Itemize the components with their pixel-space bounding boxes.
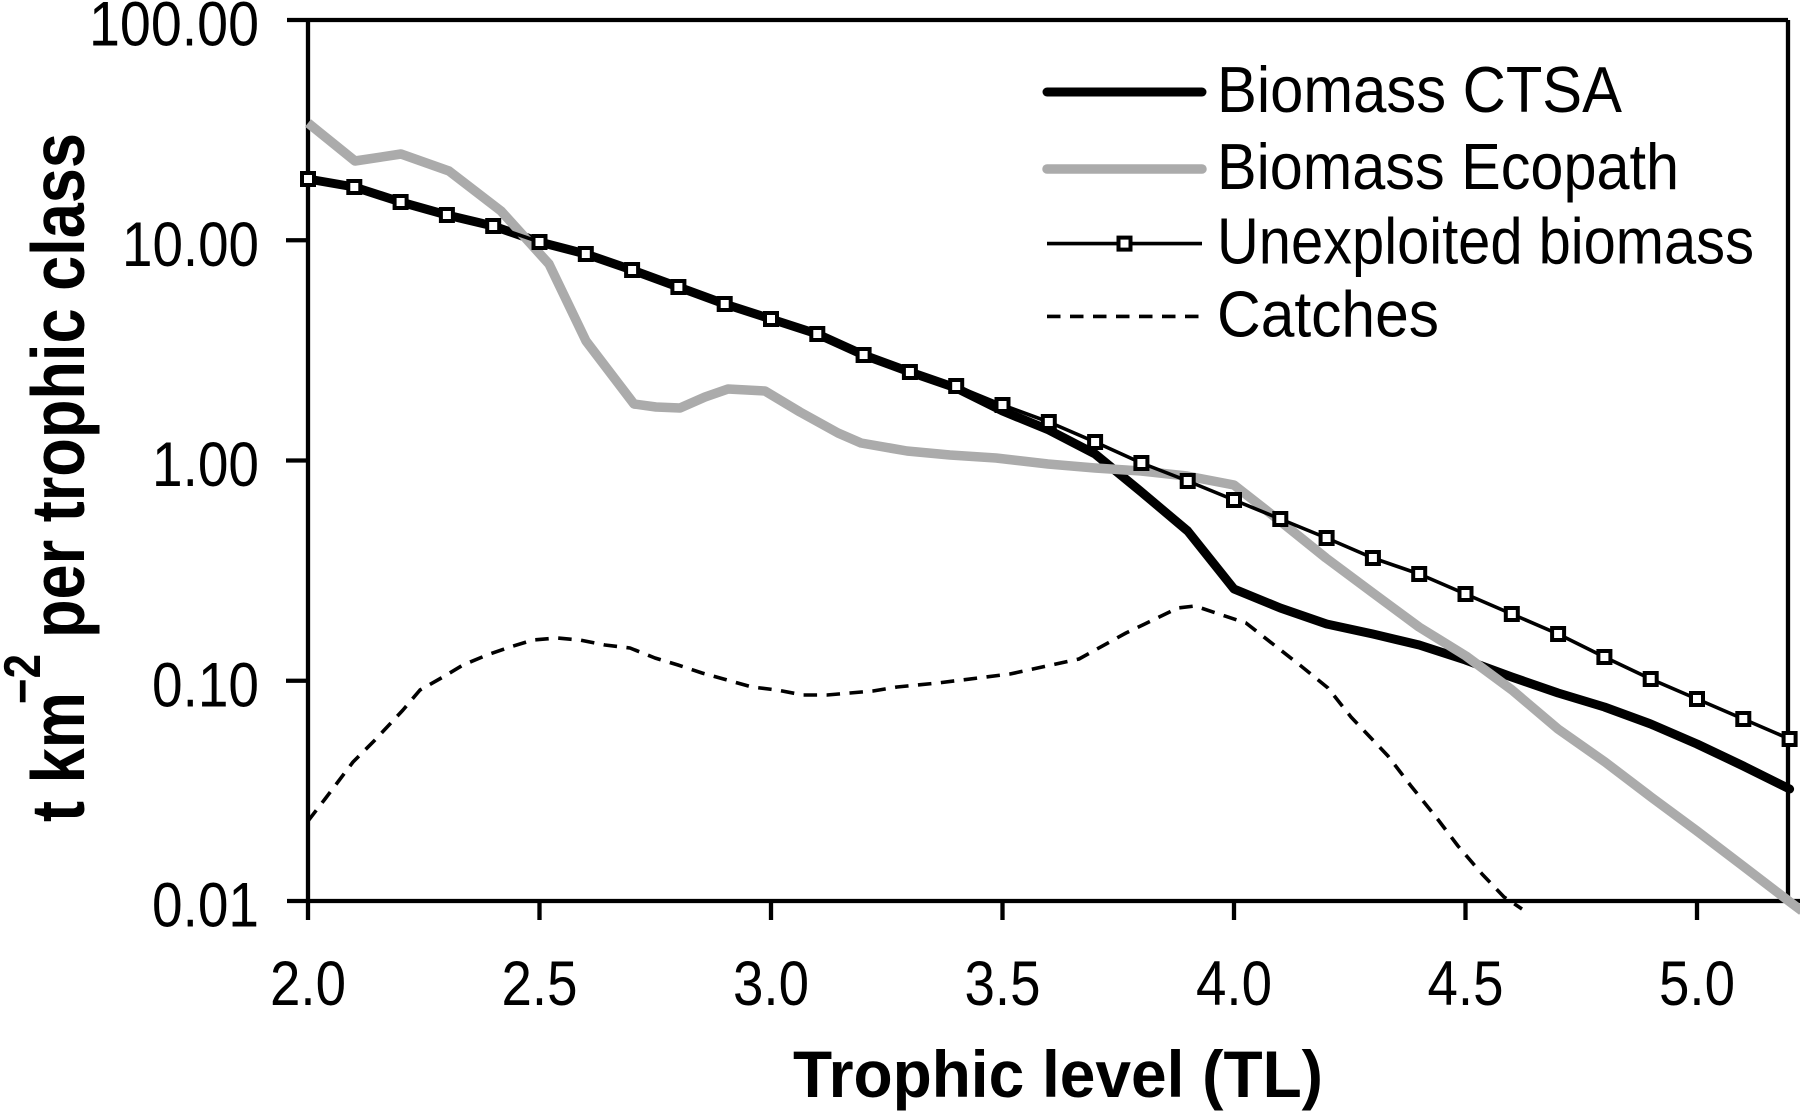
svg-text:t km: t km <box>16 692 100 822</box>
svg-text:0.01: 0.01 <box>152 871 259 941</box>
svg-text:4.5: 4.5 <box>1428 949 1504 1019</box>
svg-text:3.0: 3.0 <box>733 949 809 1019</box>
svg-text:100.00: 100.00 <box>89 0 259 60</box>
svg-text:10.00: 10.00 <box>122 210 259 280</box>
svg-text:2.0: 2.0 <box>270 949 346 1019</box>
svg-text:2.5: 2.5 <box>502 949 578 1019</box>
svg-text:Biomass CTSA: Biomass CTSA <box>1217 53 1623 126</box>
svg-text:−2: −2 <box>0 654 52 704</box>
svg-text:Catches: Catches <box>1217 277 1439 350</box>
svg-text:Biomass Ecopath: Biomass Ecopath <box>1217 130 1679 203</box>
svg-text:4.0: 4.0 <box>1196 949 1272 1019</box>
svg-text:1.00: 1.00 <box>152 430 259 500</box>
svg-text:0.10: 0.10 <box>152 650 259 720</box>
svg-text:Trophic level (TL): Trophic level (TL) <box>793 1037 1323 1111</box>
svg-text:per trophic class: per trophic class <box>16 133 100 638</box>
svg-text:5.0: 5.0 <box>1659 949 1735 1019</box>
svg-text:Unexploited biomass: Unexploited biomass <box>1217 205 1754 278</box>
svg-text:3.5: 3.5 <box>965 949 1041 1019</box>
